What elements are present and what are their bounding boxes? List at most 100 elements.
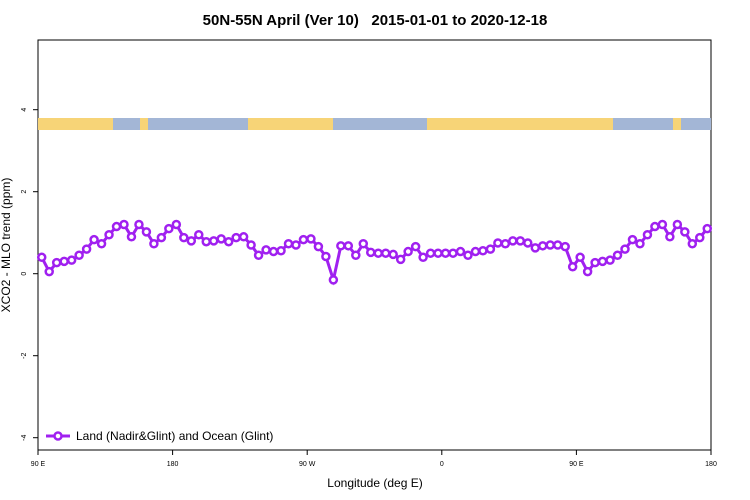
- data-point: [440, 248, 451, 258]
- x-tick-label: 180: [167, 461, 179, 468]
- y-tick-label: 0: [21, 272, 28, 276]
- x-tick-label: 0: [440, 461, 444, 468]
- data-point: [425, 248, 436, 258]
- data-point: [231, 232, 241, 243]
- data-point: [164, 223, 174, 234]
- x-tick-label: 90 E: [569, 461, 584, 468]
- data-point: [695, 232, 705, 243]
- data-point: [470, 246, 481, 257]
- land-band: [140, 118, 148, 130]
- data-point: [418, 252, 428, 263]
- y-tick-label: -4: [21, 434, 28, 440]
- chart-title: 50N-55N April (Ver 10) 2015-01-01 to 202…: [203, 12, 548, 29]
- data-point: [448, 248, 458, 258]
- data-point: [702, 223, 713, 234]
- data-point: [126, 232, 137, 242]
- y-tick-label: 2: [21, 190, 28, 194]
- x-axis-label: Longitude (deg E): [327, 476, 422, 490]
- data-point: [291, 240, 301, 250]
- data-point: [523, 238, 533, 248]
- data-point: [530, 243, 541, 253]
- data-point: [560, 241, 570, 252]
- data-point: [582, 266, 593, 277]
- data-point: [463, 250, 473, 260]
- data-point: [575, 252, 585, 263]
- y-tick-label: -2: [21, 352, 28, 358]
- data-point: [373, 248, 383, 258]
- data-point: [246, 240, 256, 250]
- data-point: [104, 230, 114, 240]
- data-point: [111, 221, 122, 232]
- data-point: [201, 236, 211, 247]
- data-point: [612, 250, 623, 260]
- data-point: [366, 247, 376, 258]
- data-point: [36, 252, 47, 263]
- data-point: [253, 250, 264, 260]
- data-point: [635, 239, 645, 249]
- data-point: [216, 234, 226, 244]
- data-point: [597, 256, 608, 267]
- data-point: [500, 239, 511, 249]
- data-point: [141, 227, 152, 237]
- land-band: [38, 118, 113, 130]
- data-point: [620, 244, 630, 254]
- data-point: [208, 236, 219, 246]
- data-point: [657, 219, 668, 230]
- data-point: [298, 234, 309, 245]
- data-point: [51, 257, 62, 268]
- data-point: [410, 241, 421, 252]
- data-point: [552, 240, 563, 250]
- data-point: [328, 275, 339, 285]
- data-point: [395, 254, 406, 265]
- data-point: [238, 232, 249, 242]
- data-point: [642, 230, 653, 240]
- data-point: [590, 257, 600, 268]
- land-band: [673, 118, 681, 130]
- x-tick-label: 90 W: [299, 461, 316, 468]
- data-point: [665, 232, 675, 242]
- data-point: [179, 232, 189, 243]
- data-point: [336, 241, 346, 251]
- data-point: [171, 219, 182, 230]
- data-point: [687, 239, 698, 249]
- data-point: [313, 241, 324, 252]
- data-point: [478, 245, 488, 256]
- y-tick-label: 4: [21, 108, 28, 112]
- data-point: [66, 255, 77, 265]
- land-band: [427, 118, 613, 130]
- data-point: [321, 251, 331, 262]
- data-point: [283, 239, 294, 249]
- data-point: [358, 239, 369, 249]
- data-point: [261, 245, 271, 255]
- land-ocean-strip: [38, 118, 711, 130]
- legend-label: Land (Nadir&Glint) and Ocean (Glint): [76, 429, 273, 443]
- data-point: [268, 246, 279, 257]
- data-point: [149, 239, 159, 249]
- data-point: [627, 234, 638, 245]
- data-point: [194, 230, 204, 240]
- data-point: [403, 246, 413, 257]
- data-point: [388, 249, 398, 260]
- data-point: [650, 221, 660, 232]
- data-point: [96, 239, 107, 249]
- data-point: [485, 244, 496, 254]
- data-point: [433, 248, 443, 258]
- legend-marker: [53, 431, 63, 441]
- data-point: [223, 236, 234, 247]
- data-point: [156, 232, 167, 243]
- data-point: [605, 255, 615, 265]
- data-point: [672, 219, 683, 230]
- data-point: [119, 219, 129, 230]
- data-point: [44, 266, 54, 277]
- data-point: [680, 227, 690, 237]
- y-axis-label: XCO2 - MLO trend (ppm): [0, 178, 13, 313]
- data-point: [81, 244, 92, 254]
- data-point: [186, 236, 197, 246]
- data-point: [74, 250, 84, 260]
- land-band: [248, 118, 333, 130]
- data-point: [545, 240, 555, 250]
- data-point: [455, 246, 466, 257]
- data-point: [567, 261, 578, 272]
- data-point: [515, 236, 526, 246]
